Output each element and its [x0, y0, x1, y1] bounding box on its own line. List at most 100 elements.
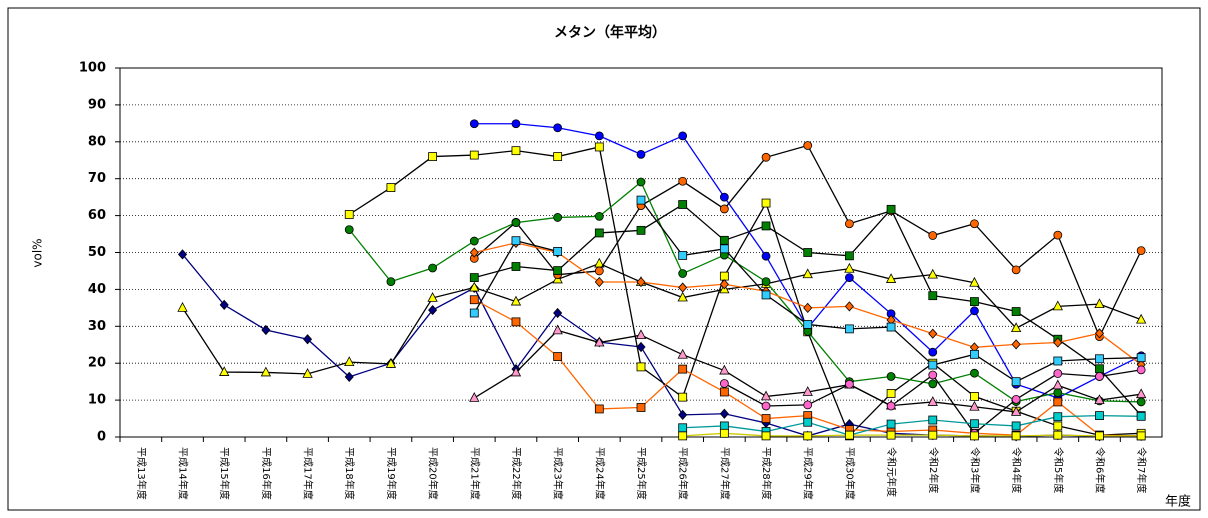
- marker: [760, 390, 772, 401]
- series: [678, 411, 1146, 440]
- y-tick-label: 80: [88, 134, 106, 149]
- marker: [678, 409, 688, 420]
- marker: [1136, 431, 1146, 441]
- marker: [678, 131, 688, 141]
- marker: [553, 246, 563, 256]
- x-tick-label: 平成15年度: [218, 447, 231, 500]
- marker: [970, 419, 979, 429]
- marker: [1011, 339, 1021, 350]
- series: [177, 257, 1147, 378]
- x-tick-label: 平成19年度: [385, 447, 398, 500]
- marker: [719, 421, 729, 431]
- marker: [1053, 369, 1063, 378]
- marker: [469, 281, 480, 292]
- marker: [177, 301, 188, 312]
- marker: [928, 379, 938, 389]
- marker: [802, 386, 813, 396]
- marker: [845, 430, 854, 440]
- marker: [928, 370, 938, 380]
- marker: [803, 248, 813, 257]
- marker: [636, 341, 646, 353]
- x-tick-label: 平成18年度: [343, 447, 356, 500]
- marker: [761, 401, 771, 411]
- x-tick-label: 令和2年度: [927, 447, 940, 493]
- marker: [1010, 406, 1022, 416]
- x-tick-label: 令和5年度: [1052, 447, 1065, 493]
- marker: [1011, 307, 1021, 316]
- x-tick-label: 平成25年度: [635, 447, 648, 500]
- marker: [678, 251, 688, 260]
- marker: [802, 268, 813, 279]
- series-line: [181, 262, 1142, 375]
- marker: [344, 371, 354, 382]
- marker: [678, 200, 688, 209]
- marker: [677, 348, 688, 359]
- marker: [302, 368, 313, 378]
- marker: [1135, 388, 1147, 399]
- marker: [594, 142, 604, 152]
- marker: [594, 404, 604, 414]
- marker: [469, 392, 480, 402]
- marker: [344, 210, 354, 219]
- marker: [386, 183, 396, 192]
- marker: [511, 146, 521, 156]
- marker: [510, 366, 522, 377]
- marker: [678, 423, 688, 433]
- marker: [845, 324, 854, 334]
- marker: [1052, 300, 1063, 311]
- x-tick-label: 平成23年度: [552, 447, 565, 500]
- chart-title: メタン（年平均）: [554, 24, 666, 41]
- marker: [970, 349, 979, 359]
- marker: [553, 352, 563, 361]
- marker: [594, 228, 604, 238]
- marker: [553, 213, 563, 222]
- marker: [511, 262, 521, 271]
- marker: [1010, 322, 1022, 333]
- marker: [1053, 430, 1063, 440]
- x-tick-label: 令和6年度: [1093, 447, 1106, 493]
- marker: [844, 301, 854, 312]
- x-tick-label: 平成20年度: [427, 447, 440, 500]
- marker: [803, 302, 813, 313]
- marker: [594, 211, 604, 221]
- marker: [594, 336, 605, 347]
- marker: [719, 271, 729, 281]
- marker: [719, 192, 729, 202]
- x-tick-label: 平成29年度: [802, 447, 815, 500]
- x-tick-label: 平成30年度: [843, 447, 856, 500]
- marker: [1011, 377, 1021, 387]
- marker: [761, 251, 771, 261]
- series-line: [348, 146, 1142, 438]
- marker: [469, 150, 479, 160]
- marker: [635, 329, 647, 340]
- marker: [511, 218, 521, 228]
- y-tick-label: 60: [88, 208, 106, 223]
- marker: [469, 119, 479, 129]
- marker: [177, 249, 188, 260]
- marker: [761, 431, 771, 441]
- marker: [845, 273, 854, 282]
- marker: [1095, 364, 1104, 374]
- marker: [886, 430, 896, 440]
- marker: [386, 277, 396, 287]
- marker: [719, 235, 729, 245]
- marker: [678, 176, 688, 186]
- marker: [1094, 394, 1105, 405]
- series-line: [682, 414, 1142, 436]
- marker: [1011, 394, 1021, 404]
- marker: [1053, 388, 1063, 398]
- marker: [928, 231, 938, 240]
- marker: [510, 295, 522, 306]
- marker: [928, 328, 938, 339]
- marker: [927, 268, 938, 279]
- marker: [970, 431, 979, 441]
- marker: [260, 366, 272, 377]
- marker: [845, 219, 854, 229]
- marker: [803, 431, 813, 441]
- marker: [886, 372, 896, 381]
- marker: [261, 324, 271, 336]
- marker: [803, 320, 813, 329]
- marker: [553, 152, 563, 161]
- marker: [803, 141, 813, 150]
